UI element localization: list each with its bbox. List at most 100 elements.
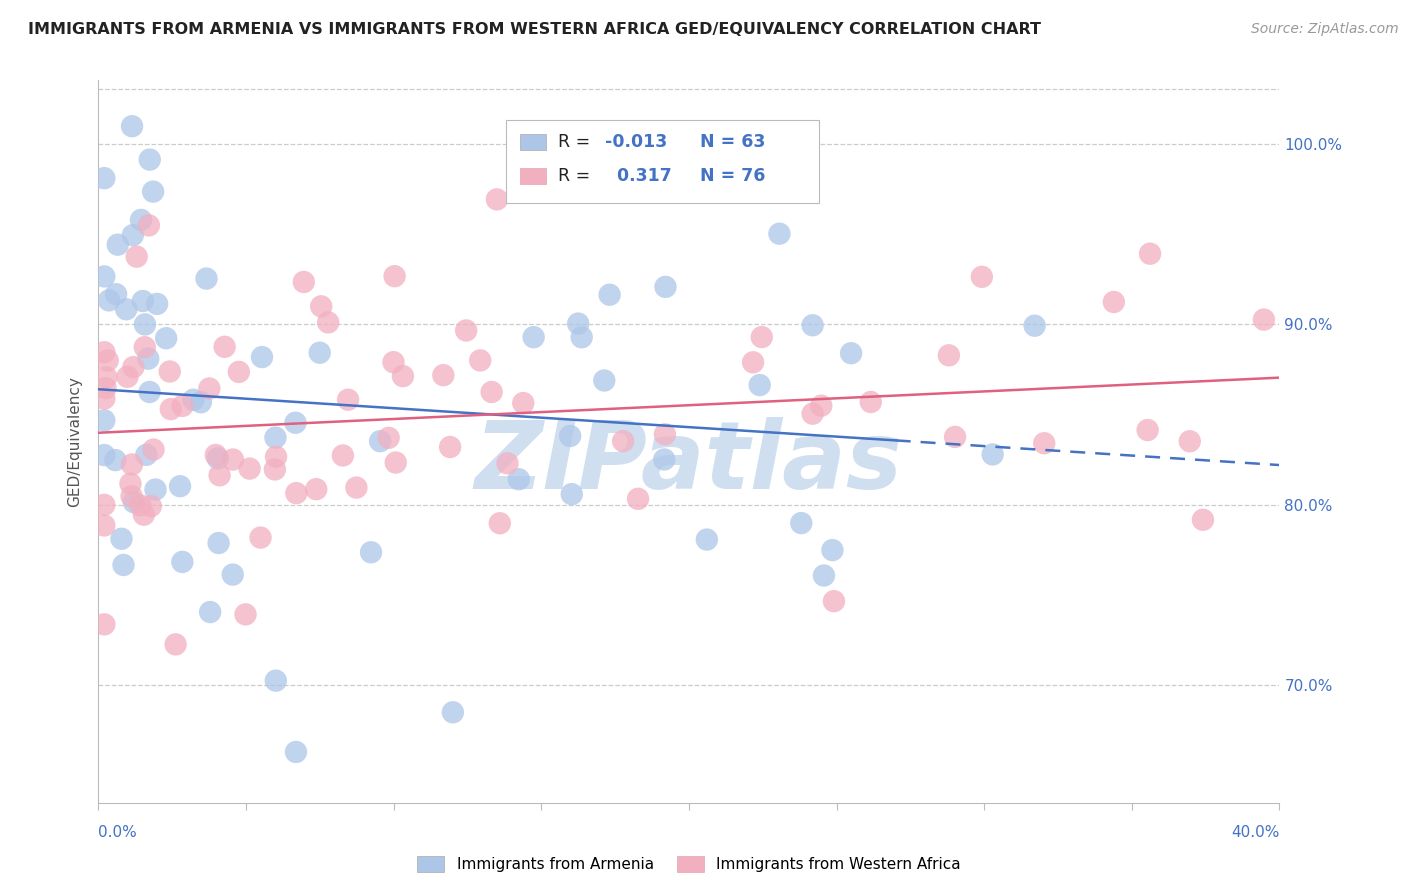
Point (129, 499, 152, 513)
Point (441, 706, 464, 720)
Point (384, 456, 406, 470)
Point (96, 370, 118, 384)
Point (810, 399, 832, 413)
Point (496, 456, 519, 470)
Point (1178, 434, 1201, 449)
Point (1253, 312, 1275, 326)
Point (308, 345, 330, 359)
Point (208, 468, 231, 483)
Text: R =: R = (558, 168, 596, 186)
Point (110, 532, 132, 546)
Point (1033, 436, 1056, 450)
Point (105, 287, 128, 301)
Point (859, 395, 882, 409)
Text: Source: ZipAtlas.com: Source: ZipAtlas.com (1251, 22, 1399, 37)
Point (93, 269, 115, 284)
Point (155, 331, 177, 345)
Point (159, 402, 181, 417)
Point (292, 275, 315, 289)
Point (360, 545, 382, 559)
Point (316, 315, 339, 329)
Point (654, 280, 676, 294)
Point (134, 340, 156, 354)
Point (139, 153, 162, 167)
Point (612, 434, 634, 449)
Point (593, 374, 616, 388)
Point (938, 348, 960, 362)
Point (821, 543, 844, 558)
Point (190, 395, 212, 409)
Point (93, 448, 115, 462)
Point (264, 673, 287, 688)
Point (823, 594, 845, 608)
Point (222, 567, 245, 582)
Point (652, 452, 675, 467)
Point (485, 193, 508, 207)
Bar (520, 134, 546, 150)
Point (523, 330, 546, 344)
Point (508, 472, 530, 486)
Point (207, 536, 229, 550)
Point (250, 350, 273, 364)
Point (139, 499, 162, 513)
Point (742, 355, 765, 369)
Point (222, 452, 245, 467)
Point (125, 250, 148, 264)
Text: 0.0%: 0.0% (98, 825, 138, 840)
Point (432, 368, 454, 383)
Point (249, 531, 271, 545)
Point (943, 430, 966, 444)
Point (228, 365, 250, 379)
Point (93, 171, 115, 186)
Point (121, 228, 143, 243)
Point (93, 518, 115, 533)
Point (1024, 318, 1046, 333)
Point (382, 355, 405, 369)
Point (93, 617, 115, 632)
Point (138, 384, 160, 399)
Point (368, 434, 391, 449)
Point (285, 486, 308, 500)
Point (263, 462, 285, 476)
Point (1139, 246, 1161, 260)
Point (93, 413, 115, 427)
Point (801, 318, 824, 333)
Point (93, 498, 115, 512)
Point (97, 353, 120, 368)
Text: N = 63: N = 63 (688, 133, 765, 151)
Point (1102, 295, 1125, 310)
Text: ZIPatlas: ZIPatlas (475, 417, 903, 509)
Point (93, 392, 115, 406)
Point (165, 637, 187, 651)
Point (122, 360, 145, 375)
Point (142, 185, 165, 199)
Point (132, 508, 155, 522)
Bar (520, 169, 546, 185)
Point (239, 461, 262, 475)
Point (567, 317, 589, 331)
Point (284, 416, 307, 430)
Point (768, 227, 790, 241)
Point (117, 369, 139, 384)
Point (696, 533, 718, 547)
Point (285, 745, 308, 759)
Point (136, 351, 159, 366)
Point (204, 448, 226, 462)
Legend: Immigrants from Armenia, Immigrants from Western Africa: Immigrants from Armenia, Immigrants from… (411, 850, 967, 879)
Point (115, 302, 138, 317)
Point (801, 407, 824, 421)
Point (207, 451, 229, 466)
Point (599, 287, 621, 301)
Point (169, 479, 191, 493)
Text: 0.317: 0.317 (605, 168, 672, 186)
Point (264, 431, 287, 445)
Point (512, 396, 534, 410)
Text: -0.013: -0.013 (605, 133, 668, 151)
Point (121, 458, 143, 472)
Point (198, 605, 221, 619)
Point (142, 442, 165, 457)
Point (172, 555, 194, 569)
Text: N = 76: N = 76 (688, 168, 765, 186)
Point (181, 392, 204, 407)
Point (561, 487, 583, 501)
